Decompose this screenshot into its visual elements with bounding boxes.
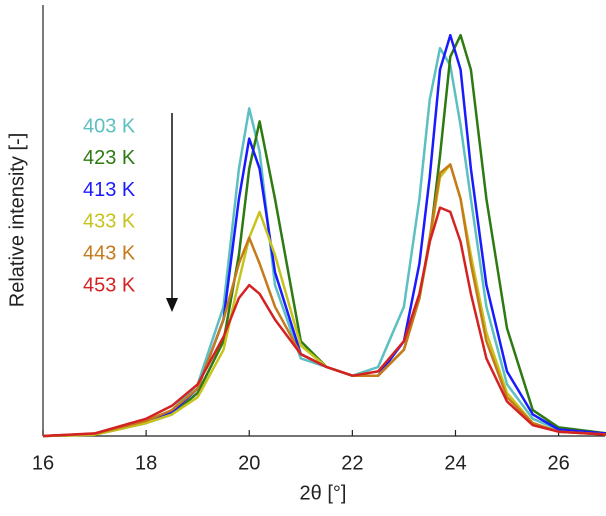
x-tick-label: 16 [32, 452, 54, 474]
x-tick-label: 20 [238, 452, 260, 474]
legend-label: 453 K [83, 274, 136, 296]
x-tick-label: 26 [547, 452, 569, 474]
series-line [42, 206, 606, 438]
legend-label: 443 K [83, 242, 136, 264]
legend-label: 413 K [83, 179, 136, 201]
x-tick-label: 18 [135, 452, 157, 474]
x-tick-label: 22 [341, 452, 363, 474]
x-tick-label: 24 [444, 452, 466, 474]
legend-label: 433 K [83, 211, 136, 233]
x-axis-label: 2θ [°] [300, 482, 347, 504]
legend-arrow-head [166, 298, 178, 312]
y-axis-label: Relative intensity [-] [6, 133, 28, 308]
series-line [42, 46, 606, 438]
series-line [42, 33, 606, 438]
legend-label: 403 K [83, 115, 136, 137]
legend-label: 423 K [83, 147, 136, 169]
